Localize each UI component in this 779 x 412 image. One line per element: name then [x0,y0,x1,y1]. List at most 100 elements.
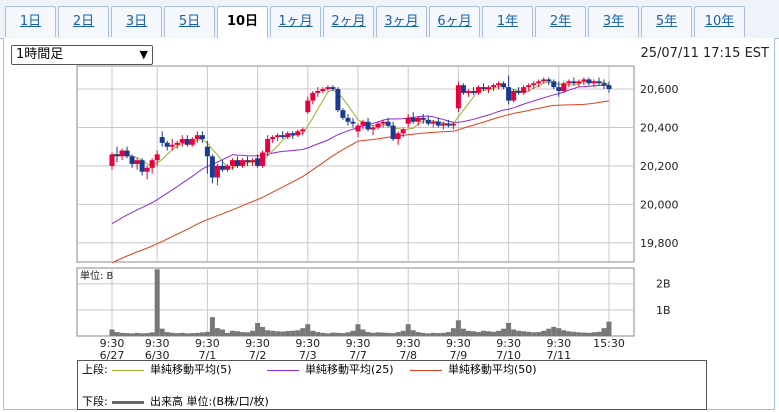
candle-body [591,81,597,84]
candle-body [330,87,336,90]
tab-5年[interactable]: 5年 [641,6,692,37]
tab-3日[interactable]: 3日 [111,6,162,37]
volume-bar [405,324,411,336]
volume-bar [460,328,466,336]
candle-body [526,85,532,88]
volume-bar [551,326,557,336]
legend-lower-label: 下段: [82,395,108,408]
volume-bar [420,332,426,336]
ma25-line [111,84,609,225]
candle-body [255,158,261,166]
tab-1日[interactable]: 1日 [5,6,56,37]
tab-3年[interactable]: 3年 [588,6,639,37]
x-tick-date: 7/8 [399,349,417,362]
tab-10年[interactable]: 10年 [694,6,745,37]
candle-body [541,79,547,82]
candle-body [139,160,145,172]
volume-bar [410,330,416,336]
candle-body [425,119,431,124]
volume-bar [571,331,577,336]
chart-legend: 上段: 単純移動平均(5) 単純移動平均(25) 単純移動平均(50) 下段: … [77,360,707,410]
candle-body [385,121,391,126]
legend-ma5: 単純移動平均(5) [112,362,232,378]
x-tick-date: 7/7 [349,349,367,362]
volume-bar [360,329,366,336]
volume-bar [430,332,436,336]
legend-volume: 出来高 単位:(B株/口/枚) [112,394,269,410]
volume-bar [139,333,145,336]
candle-body [440,123,446,126]
period-tab-bar: 1日 2日 3日 5日 10日 1ヶ月 2ヶ月 3ヶ月 6ヶ月 1年 2年 3年 5年 10年 [0,0,779,39]
volume-bar [174,333,180,336]
tab-1年[interactable]: 1年 [482,6,533,37]
volume-bar [335,332,341,336]
candle-body [606,85,612,90]
volume-bar [355,324,361,336]
tab-2日[interactable]: 2日 [58,6,109,37]
volume-bar [425,333,431,336]
tab-2年[interactable]: 2年 [535,6,586,37]
interval-select[interactable]: 1時間足 ▼ [11,45,153,65]
volume-bar [330,332,336,336]
price-tick-label: 20,200 [640,160,679,173]
volume-bar [214,328,220,336]
x-tick-date: 7/2 [249,349,267,362]
legend-ma25: 単純移動平均(25) [267,362,394,378]
volume-bar [486,331,492,336]
volume-bar [345,332,351,336]
volume-bar [189,333,195,336]
tab-1ヶ月[interactable]: 1ヶ月 [270,6,321,37]
candle-body [480,87,486,90]
candle-body [370,127,376,130]
volume-bar [561,330,567,336]
volume-bar [275,331,281,336]
chevron-down-icon: ▼ [139,48,148,61]
candle-body [561,83,567,91]
candle-body [315,90,321,93]
volume-bar [480,330,486,336]
candle-body [521,87,527,93]
volume-bar [119,332,125,336]
volume-bar [340,333,346,336]
price-tick-label: 20,600 [640,83,679,96]
candle-body [124,150,130,157]
candle-body [581,79,587,82]
candle-body [445,123,451,126]
price-tick-label: 20,000 [640,198,679,211]
tab-5日[interactable]: 5日 [164,6,215,37]
candle-body [506,87,512,101]
volume-bar [144,333,150,336]
candle-body [134,160,140,164]
candle-body [320,89,326,91]
tab-6ヶ月[interactable]: 6ヶ月 [429,6,480,37]
candle-body [465,90,471,93]
volume-bar [601,328,607,336]
volume-bar [470,331,476,336]
candle-body [345,117,351,122]
volume-bar [365,332,371,336]
x-tick-date: 7/3 [299,349,317,362]
candle-body [375,123,381,128]
candle-body [154,154,160,161]
tab-10日[interactable]: 10日 [217,6,268,39]
tab-2ヶ月[interactable]: 2ヶ月 [323,6,374,37]
x-tick-time: 15:30 [593,337,625,350]
candle-body [325,87,331,90]
x-tick-date: 7/11 [546,349,571,362]
volume-bar [581,332,587,336]
candle-body [405,117,411,124]
candle-body [214,165,220,178]
candle-body [586,79,592,84]
volume-bar [129,333,135,336]
candle-body [420,117,426,120]
candle-body [571,81,577,84]
candle-body [209,156,215,178]
legend-ma5-label: 単純移動平均(5) [150,363,232,376]
tab-3ヶ月[interactable]: 3ヶ月 [376,6,427,37]
volume-bar [224,332,230,336]
volume-bar [204,331,210,336]
volume-bar [606,321,612,336]
x-tick-time: 9:30 [145,337,170,350]
volume-bar [154,269,160,336]
volume-bar [149,332,155,336]
